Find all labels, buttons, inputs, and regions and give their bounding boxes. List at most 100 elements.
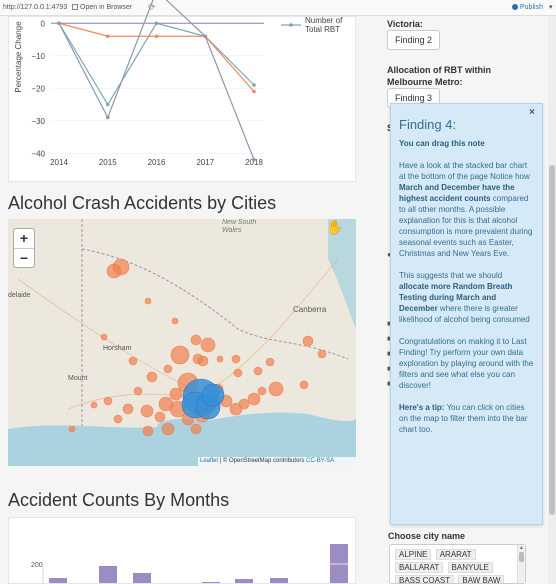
- osm-attribution-text: | © OpenStreetMap contributors: [219, 458, 305, 464]
- open-in-browser-button[interactable]: Open in Browser: [72, 4, 132, 11]
- scroll-up-icon[interactable]: ▲: [519, 545, 524, 551]
- accident-marker[interactable]: [122, 403, 134, 415]
- leaflet-link[interactable]: Leaflet: [200, 458, 219, 464]
- zoom-control: + −: [13, 228, 35, 268]
- data-point: [105, 115, 110, 120]
- city-select[interactable]: ALPINE ARARAT BALLARAT BANYULE BASS COAS…: [389, 544, 526, 584]
- accident-marker[interactable]: [171, 317, 179, 325]
- page-scrollbar-thumb[interactable]: [549, 165, 555, 515]
- note-drag-hint: You can drag this note: [399, 139, 485, 148]
- filter-checkbox-4[interactable]: ■: [387, 364, 392, 373]
- open-in-browser-label: Open in Browser: [80, 4, 133, 11]
- license-link[interactable]: CC-BY-SA: [306, 458, 335, 464]
- accident-marker[interactable]: [238, 398, 250, 410]
- note-paragraph-2: This suggests that we should allocate mo…: [399, 271, 530, 324]
- series-line: [58, 0, 255, 160]
- y-tick-label: −20: [31, 84, 45, 93]
- accident-marker[interactable]: [140, 404, 154, 418]
- data-point: [105, 102, 110, 107]
- data-point: [57, 21, 61, 26]
- filter-checkbox-2[interactable]: ■: [387, 334, 392, 343]
- accident-marker[interactable]: [112, 258, 130, 276]
- filter-radio-1[interactable]: ●: [387, 250, 392, 259]
- accident-marker[interactable]: [247, 392, 261, 406]
- accident-marker[interactable]: [103, 396, 113, 406]
- month-ytick: 200: [31, 562, 43, 569]
- map-section-title: Alcohol Crash Accidents by Cities: [8, 193, 277, 213]
- filter-checkbox-1[interactable]: ■: [387, 319, 392, 328]
- selected-marker[interactable]: [201, 383, 225, 407]
- accident-marker[interactable]: [302, 335, 314, 347]
- accident-marker[interactable]: [90, 401, 98, 409]
- filter-checkbox-3[interactable]: ■: [387, 349, 392, 358]
- url-text: http://127.0.0.1:4793: [3, 4, 68, 11]
- city-tag[interactable]: BAW BAW: [458, 575, 505, 583]
- finding-2-button[interactable]: Finding 2: [387, 30, 441, 50]
- x-tick-label: 2014: [50, 158, 68, 167]
- allocation-label: Allocation of RBT within Melbourne Metro…: [387, 65, 491, 87]
- y-tick-label: −30: [31, 117, 45, 126]
- accident-marker[interactable]: [68, 425, 76, 433]
- data-point: [154, 34, 159, 39]
- filter-checkbox-5[interactable]: ■: [387, 379, 392, 388]
- accident-marker[interactable]: [113, 414, 123, 424]
- accident-marker[interactable]: [144, 297, 152, 305]
- note-paragraph-3: Congratulations on making it to Last Fin…: [399, 337, 534, 390]
- close-icon[interactable]: ×: [529, 107, 535, 118]
- publish-button[interactable]: Publish: [512, 4, 543, 11]
- accident-marker[interactable]: [317, 349, 327, 359]
- accident-marker[interactable]: [253, 366, 263, 376]
- accident-marker[interactable]: [231, 354, 241, 364]
- accident-marker[interactable]: [163, 364, 173, 374]
- city-tag[interactable]: ALPINE: [395, 549, 432, 560]
- zoom-out-button[interactable]: −: [14, 248, 34, 267]
- hand-cursor-icon: ✋: [326, 219, 344, 235]
- city-tag[interactable]: BASS COAST: [395, 575, 455, 583]
- y-tick-label: 0: [41, 19, 46, 28]
- note-title: Finding 4:: [399, 117, 457, 132]
- city-tag[interactable]: BALLARAT: [395, 562, 444, 573]
- accident-marker[interactable]: [192, 353, 204, 365]
- data-point: [203, 34, 208, 39]
- chevron-down-icon[interactable]: ▾: [549, 4, 553, 11]
- accident-marker[interactable]: [299, 380, 309, 390]
- accident-marker[interactable]: [200, 337, 216, 353]
- x-tick-label: 2017: [196, 158, 214, 167]
- accident-marker[interactable]: [142, 425, 154, 437]
- x-tick-label: 2015: [99, 158, 117, 167]
- accident-marker[interactable]: [128, 356, 138, 366]
- series-line: [58, 22, 255, 92]
- data-point: [252, 157, 256, 162]
- city-tag[interactable]: BANYULE: [447, 562, 493, 573]
- accident-marker[interactable]: [233, 368, 243, 378]
- accident-marker[interactable]: [161, 422, 175, 436]
- y-axis-label: Percentage Change: [14, 21, 23, 93]
- publish-icon: [512, 4, 518, 10]
- accident-marker[interactable]: [190, 334, 202, 346]
- legend-label: Number of Total RBT: [305, 16, 343, 34]
- accident-marker[interactable]: [265, 357, 275, 367]
- x-tick-label: 2018: [245, 158, 263, 167]
- map-label-adelaide: delaide: [8, 292, 31, 299]
- accident-marker[interactable]: [216, 355, 224, 363]
- accident-marker[interactable]: [100, 333, 108, 341]
- finding-4-note[interactable]: × Finding 4: You can drag this note Have…: [390, 103, 543, 525]
- refresh-icon[interactable]: ⟳: [148, 2, 156, 12]
- city-tag[interactable]: ARARAT: [435, 549, 476, 560]
- accident-marker[interactable]: [169, 387, 183, 401]
- accident-marker[interactable]: [170, 345, 190, 365]
- accident-marker[interactable]: [133, 386, 143, 396]
- accident-markers[interactable]: [8, 219, 356, 466]
- accident-marker[interactable]: [154, 411, 166, 423]
- choose-city-label: Choose city name: [388, 531, 466, 541]
- accident-marker[interactable]: [146, 371, 158, 383]
- y-tick-label: −10: [31, 52, 45, 61]
- zoom-in-button[interactable]: +: [19, 230, 29, 246]
- accident-marker[interactable]: [257, 386, 267, 396]
- accident-marker[interactable]: [190, 423, 202, 435]
- map-label-mount: Mount: [68, 375, 88, 382]
- crash-map[interactable]: New South Wales Canberra Horsham Mount d…: [8, 219, 356, 466]
- accident-marker[interactable]: [268, 381, 284, 397]
- city-select-scrollbar[interactable]: ▲: [517, 545, 525, 583]
- accident-marker[interactable]: [229, 402, 243, 416]
